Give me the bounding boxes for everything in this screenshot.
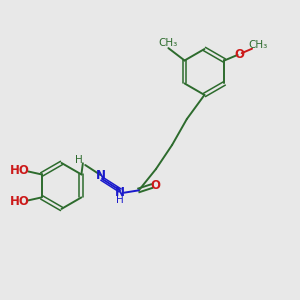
Text: O: O [235, 47, 245, 61]
Text: H: H [75, 155, 82, 165]
Text: CH₃: CH₃ [158, 38, 178, 48]
Text: HO: HO [10, 164, 30, 177]
Text: H: H [116, 195, 124, 205]
Text: O: O [150, 178, 160, 191]
Text: N: N [115, 186, 125, 199]
Text: CH₃: CH₃ [248, 40, 268, 50]
Text: HO: HO [10, 195, 30, 208]
Text: N: N [95, 169, 106, 182]
